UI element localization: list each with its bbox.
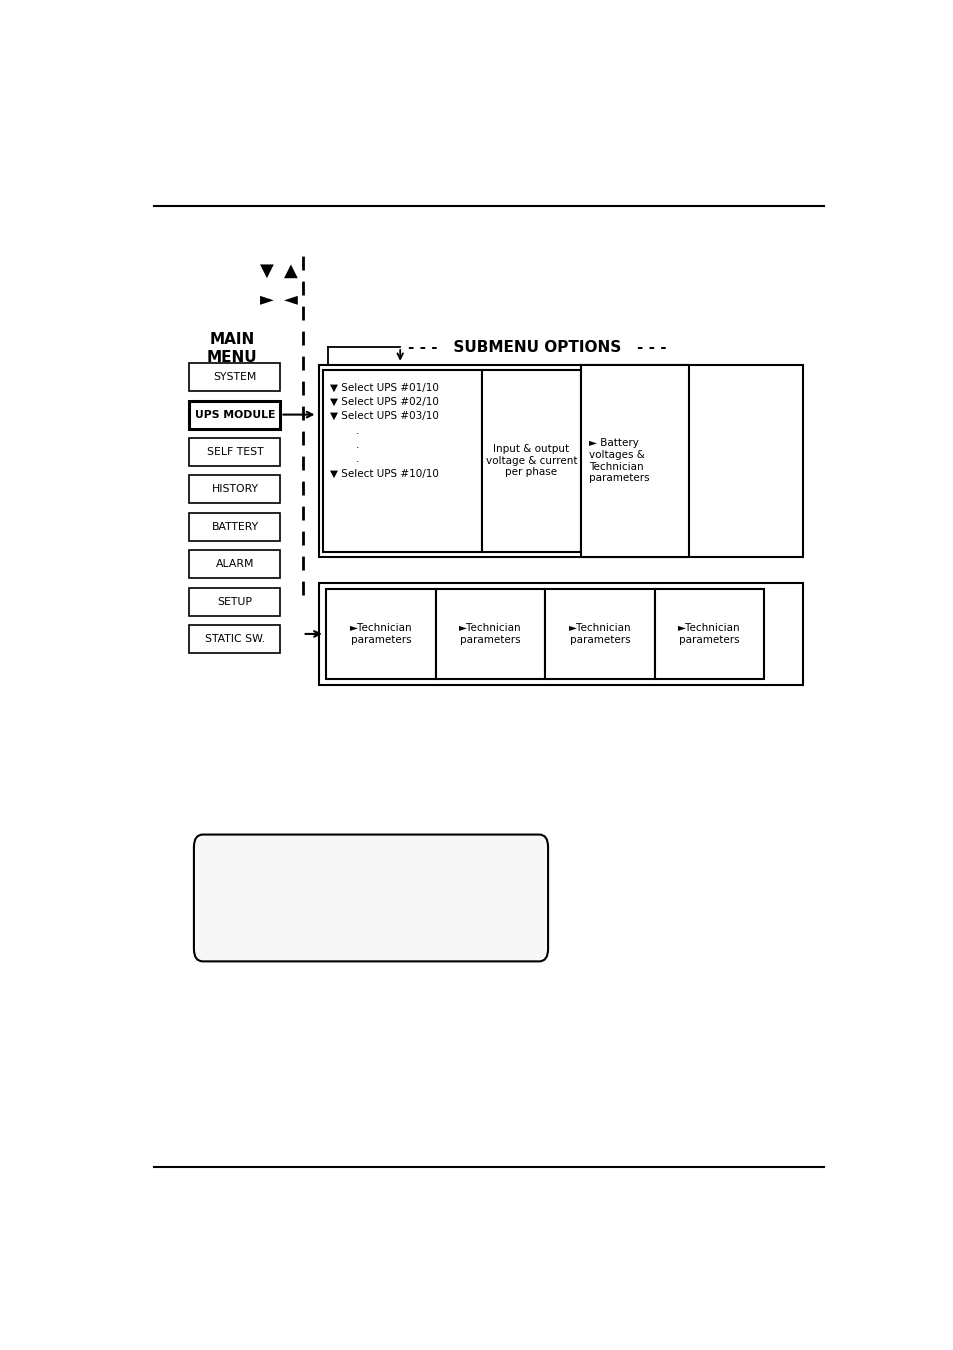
- Text: ► Battery
voltages &
Technician
parameters: ► Battery voltages & Technician paramete…: [588, 439, 649, 483]
- Bar: [326, 589, 436, 679]
- Text: SELF TEST: SELF TEST: [207, 447, 263, 458]
- Bar: [580, 364, 688, 558]
- Text: ▼: ▼: [260, 262, 274, 281]
- Bar: [318, 583, 802, 684]
- Text: ▲: ▲: [284, 262, 297, 281]
- Bar: [654, 589, 763, 679]
- Text: - - -   SUBMENU OPTIONS   - - -: - - - SUBMENU OPTIONS - - -: [407, 340, 665, 355]
- Text: ▼ Select UPS #01/10
▼ Select UPS #02/10
▼ Select UPS #03/10
        .
        .
: ▼ Select UPS #01/10 ▼ Select UPS #02/10 …: [330, 382, 438, 479]
- Text: ◄: ◄: [284, 290, 297, 308]
- Bar: [190, 437, 280, 466]
- Bar: [190, 401, 280, 429]
- Bar: [190, 587, 280, 616]
- Bar: [481, 370, 580, 552]
- Bar: [190, 625, 280, 653]
- Bar: [318, 364, 802, 558]
- Text: SYSTEM: SYSTEM: [213, 373, 256, 382]
- Bar: [322, 370, 481, 552]
- Text: ►Technician
parameters: ►Technician parameters: [568, 624, 631, 645]
- Text: ►Technician
parameters: ►Technician parameters: [458, 624, 521, 645]
- Text: HISTORY: HISTORY: [212, 485, 258, 494]
- Bar: [544, 589, 654, 679]
- Text: MAIN
MENU
OPTIONS: MAIN MENU OPTIONS: [193, 332, 271, 382]
- Bar: [436, 589, 544, 679]
- FancyBboxPatch shape: [193, 834, 547, 961]
- Text: STATIC SW.: STATIC SW.: [205, 634, 265, 644]
- Text: SETUP: SETUP: [217, 597, 253, 606]
- Text: ►Technician
parameters: ►Technician parameters: [350, 624, 412, 645]
- Bar: [190, 363, 280, 392]
- Bar: [190, 551, 280, 578]
- Text: ALARM: ALARM: [215, 559, 253, 570]
- Text: BATTERY: BATTERY: [212, 522, 258, 532]
- Text: UPS MODULE: UPS MODULE: [194, 409, 274, 420]
- Text: Input & output
voltage & current
per phase: Input & output voltage & current per pha…: [485, 444, 577, 478]
- Bar: [190, 475, 280, 504]
- Bar: [190, 513, 280, 541]
- Text: ►: ►: [260, 290, 274, 308]
- Text: ►Technician
parameters: ►Technician parameters: [678, 624, 740, 645]
